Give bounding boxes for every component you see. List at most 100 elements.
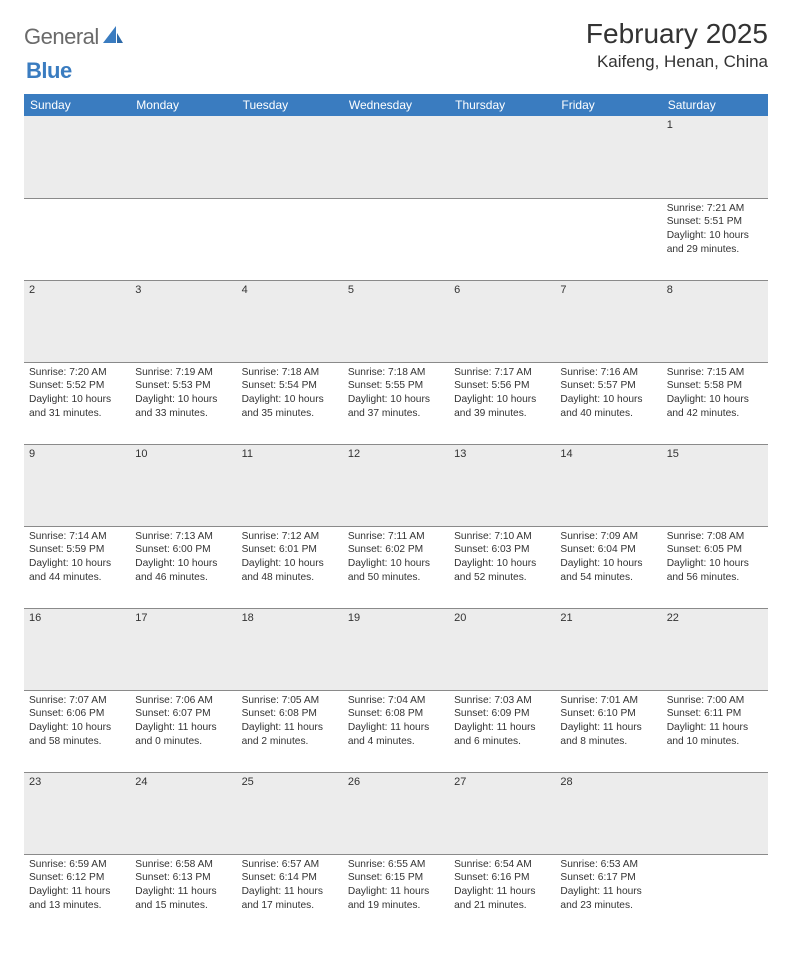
day-content-row: Sunrise: 7:21 AMSunset: 5:51 PMDaylight:…: [24, 198, 768, 280]
weekday-header: Tuesday: [237, 94, 343, 116]
day-number-cell: [237, 116, 343, 198]
day-cell: [555, 198, 661, 280]
day-number-cell: 10: [130, 444, 236, 526]
day-cell: Sunrise: 7:04 AMSunset: 6:08 PMDaylight:…: [343, 690, 449, 772]
day-cell: Sunrise: 6:57 AMSunset: 6:14 PMDaylight:…: [237, 854, 343, 936]
day-number-row: 9101112131415: [24, 444, 768, 526]
day-content: Sunrise: 7:04 AMSunset: 6:08 PMDaylight:…: [348, 694, 444, 749]
day-content-row: Sunrise: 7:07 AMSunset: 6:06 PMDaylight:…: [24, 690, 768, 772]
day-cell: [237, 198, 343, 280]
day-content: Sunrise: 7:18 AMSunset: 5:55 PMDaylight:…: [348, 366, 444, 421]
day-number-row: 2345678: [24, 280, 768, 362]
day-number-cell: 3: [130, 280, 236, 362]
day-number-cell: 16: [24, 608, 130, 690]
day-number-cell: 11: [237, 444, 343, 526]
day-content: Sunrise: 7:05 AMSunset: 6:08 PMDaylight:…: [242, 694, 338, 749]
day-content: Sunrise: 7:16 AMSunset: 5:57 PMDaylight:…: [560, 366, 656, 421]
day-cell: Sunrise: 7:15 AMSunset: 5:58 PMDaylight:…: [662, 362, 768, 444]
day-cell: Sunrise: 7:08 AMSunset: 6:05 PMDaylight:…: [662, 526, 768, 608]
day-number-cell: 13: [449, 444, 555, 526]
day-cell: [24, 198, 130, 280]
day-number-row: 232425262728: [24, 772, 768, 854]
day-number-cell: 18: [237, 608, 343, 690]
weekday-header: Saturday: [662, 94, 768, 116]
day-cell: Sunrise: 7:06 AMSunset: 6:07 PMDaylight:…: [130, 690, 236, 772]
brand-part1: General: [24, 24, 99, 50]
calendar-header-row: Sunday Monday Tuesday Wednesday Thursday…: [24, 94, 768, 116]
day-number-cell: 21: [555, 608, 661, 690]
day-number-cell: 9: [24, 444, 130, 526]
day-content-row: Sunrise: 6:59 AMSunset: 6:12 PMDaylight:…: [24, 854, 768, 936]
day-content: Sunrise: 7:07 AMSunset: 6:06 PMDaylight:…: [29, 694, 125, 749]
weekday-header: Thursday: [449, 94, 555, 116]
weekday-header: Monday: [130, 94, 236, 116]
day-number-cell: 5: [343, 280, 449, 362]
day-number-cell: [662, 772, 768, 854]
day-content: Sunrise: 6:59 AMSunset: 6:12 PMDaylight:…: [29, 858, 125, 913]
day-number-cell: 26: [343, 772, 449, 854]
brand-logo: General: [24, 18, 125, 50]
day-cell: Sunrise: 7:14 AMSunset: 5:59 PMDaylight:…: [24, 526, 130, 608]
day-content: Sunrise: 7:10 AMSunset: 6:03 PMDaylight:…: [454, 530, 550, 585]
day-number-cell: 1: [662, 116, 768, 198]
day-cell: Sunrise: 7:18 AMSunset: 5:55 PMDaylight:…: [343, 362, 449, 444]
day-content: Sunrise: 7:17 AMSunset: 5:56 PMDaylight:…: [454, 366, 550, 421]
day-cell: [662, 854, 768, 936]
day-content-row: Sunrise: 7:14 AMSunset: 5:59 PMDaylight:…: [24, 526, 768, 608]
day-content: Sunrise: 7:20 AMSunset: 5:52 PMDaylight:…: [29, 366, 125, 421]
day-cell: Sunrise: 7:00 AMSunset: 6:11 PMDaylight:…: [662, 690, 768, 772]
day-content: Sunrise: 6:57 AMSunset: 6:14 PMDaylight:…: [242, 858, 338, 913]
calendar-body: 1 Sunrise: 7:21 AMSunset: 5:51 PMDayligh…: [24, 116, 768, 936]
day-number-cell: 7: [555, 280, 661, 362]
weekday-header: Wednesday: [343, 94, 449, 116]
day-content: Sunrise: 7:15 AMSunset: 5:58 PMDaylight:…: [667, 366, 763, 421]
day-number-cell: 4: [237, 280, 343, 362]
day-number-cell: [449, 116, 555, 198]
day-content: Sunrise: 7:12 AMSunset: 6:01 PMDaylight:…: [242, 530, 338, 585]
day-number-cell: 28: [555, 772, 661, 854]
day-cell: [130, 198, 236, 280]
title-block: February 2025 Kaifeng, Henan, China: [586, 18, 768, 72]
calendar-page: General February 2025 Kaifeng, Henan, Ch…: [0, 0, 792, 954]
day-number-cell: 12: [343, 444, 449, 526]
day-content: Sunrise: 6:54 AMSunset: 6:16 PMDaylight:…: [454, 858, 550, 913]
day-cell: [343, 198, 449, 280]
day-cell: Sunrise: 7:21 AMSunset: 5:51 PMDaylight:…: [662, 198, 768, 280]
day-content: Sunrise: 7:09 AMSunset: 6:04 PMDaylight:…: [560, 530, 656, 585]
day-number-cell: [343, 116, 449, 198]
day-number-cell: 22: [662, 608, 768, 690]
day-number-cell: 15: [662, 444, 768, 526]
day-number-cell: 8: [662, 280, 768, 362]
day-content: Sunrise: 7:13 AMSunset: 6:00 PMDaylight:…: [135, 530, 231, 585]
day-number-cell: 27: [449, 772, 555, 854]
day-cell: Sunrise: 6:54 AMSunset: 6:16 PMDaylight:…: [449, 854, 555, 936]
day-number-cell: [555, 116, 661, 198]
day-content-row: Sunrise: 7:20 AMSunset: 5:52 PMDaylight:…: [24, 362, 768, 444]
day-cell: Sunrise: 7:11 AMSunset: 6:02 PMDaylight:…: [343, 526, 449, 608]
weekday-header: Friday: [555, 94, 661, 116]
day-cell: Sunrise: 7:10 AMSunset: 6:03 PMDaylight:…: [449, 526, 555, 608]
day-number-row: 16171819202122: [24, 608, 768, 690]
day-cell: Sunrise: 7:20 AMSunset: 5:52 PMDaylight:…: [24, 362, 130, 444]
calendar-table: Sunday Monday Tuesday Wednesday Thursday…: [24, 94, 768, 936]
day-number-row: 1: [24, 116, 768, 198]
day-number-cell: 19: [343, 608, 449, 690]
day-cell: Sunrise: 7:17 AMSunset: 5:56 PMDaylight:…: [449, 362, 555, 444]
sail-icon: [103, 26, 123, 49]
day-content: Sunrise: 7:01 AMSunset: 6:10 PMDaylight:…: [560, 694, 656, 749]
day-content: Sunrise: 7:21 AMSunset: 5:51 PMDaylight:…: [667, 202, 763, 257]
location: Kaifeng, Henan, China: [586, 52, 768, 72]
day-content: Sunrise: 7:00 AMSunset: 6:11 PMDaylight:…: [667, 694, 763, 749]
day-content: Sunrise: 7:19 AMSunset: 5:53 PMDaylight:…: [135, 366, 231, 421]
day-cell: Sunrise: 7:05 AMSunset: 6:08 PMDaylight:…: [237, 690, 343, 772]
day-number-cell: 17: [130, 608, 236, 690]
day-cell: Sunrise: 7:16 AMSunset: 5:57 PMDaylight:…: [555, 362, 661, 444]
day-number-cell: 14: [555, 444, 661, 526]
day-number-cell: [130, 116, 236, 198]
day-content: Sunrise: 7:08 AMSunset: 6:05 PMDaylight:…: [667, 530, 763, 585]
day-cell: Sunrise: 7:07 AMSunset: 6:06 PMDaylight:…: [24, 690, 130, 772]
day-cell: Sunrise: 7:19 AMSunset: 5:53 PMDaylight:…: [130, 362, 236, 444]
day-cell: Sunrise: 6:55 AMSunset: 6:15 PMDaylight:…: [343, 854, 449, 936]
day-cell: Sunrise: 6:59 AMSunset: 6:12 PMDaylight:…: [24, 854, 130, 936]
day-number-cell: 2: [24, 280, 130, 362]
